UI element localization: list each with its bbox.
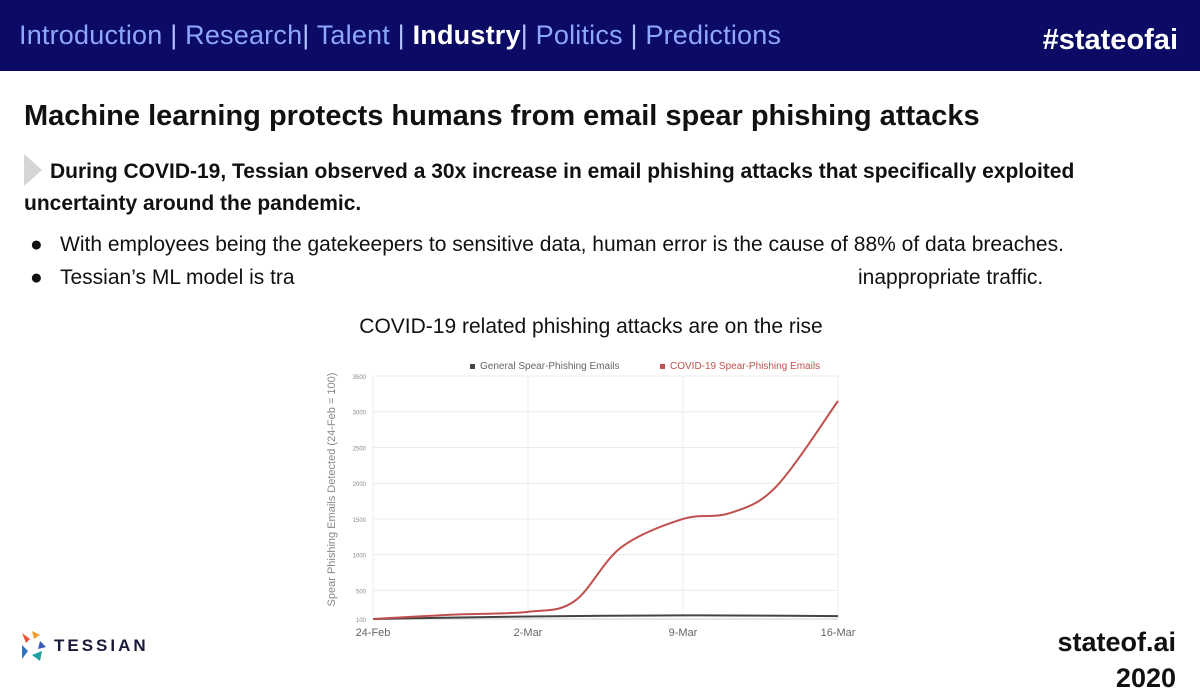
series-line [372,400,839,620]
y-tick-label: 3000 [353,411,367,417]
tessian-logo: TESSIAN [18,628,149,664]
header-bar: Introduction | Research| Talent | Indust… [0,0,1200,71]
nav-separator: | [302,20,310,50]
bullet-dot-icon: ● [30,233,43,256]
legend-entry: General Spear-Phishing Emails [480,361,620,372]
y-tick-label: 1000 [353,554,367,560]
y-tick-label: 2500 [353,446,367,452]
slide-title: Machine learning protects humans from em… [24,100,980,132]
bullet-list: ● With employees being the gatekeepers t… [30,228,1120,294]
footer-line2: 2020 [1115,663,1176,693]
list-item: ● With employees being the gatekeepers t… [30,228,1120,261]
y-tick-label: 500 [356,589,367,595]
hashtag-label: #stateofai [1042,24,1178,56]
nav-item-research[interactable]: Research [185,20,303,50]
chart-panel: COVID-19 related phishing attacks are on… [318,306,868,646]
nav-item-predictions[interactable]: Predictions [645,20,782,50]
footer-line1: stateof.ai [1057,627,1176,657]
nav-separator: | [520,20,528,50]
nav-item-talent[interactable]: Talent [316,20,390,50]
line-chart: 100 500 1000 1500 2000 2500 3000 3500 24-Feb 2-Ma… [326,361,856,639]
legend-swatch [660,364,665,369]
footer-brand: stateof.ai 2020 [976,624,1176,696]
x-tick-label: 9-Mar [669,627,698,639]
list-item: ● Tessian’s ML model is tra inappropriat… [30,261,1120,294]
callout: During COVID-19, Tessian observed a 30x … [24,154,1104,220]
y-tick-label: 3500 [353,375,367,381]
chart-title: COVID-19 related phishing attacks are on… [359,315,823,338]
nav-item-politics[interactable]: Politics [535,20,623,50]
bullet-text: With employees being the gatekeepers to … [60,233,1064,256]
nav-separator: | [630,20,638,50]
nav-separator: | [397,20,405,50]
legend-entry: COVID-19 Spear-Phishing Emails [670,361,820,372]
section-nav: Introduction | Research| Talent | Indust… [19,20,781,51]
y-tick-label: 2000 [353,482,367,488]
series-line [372,614,839,620]
y-axis-label: Spear Phishing Emails Detected (24-Feb =… [326,373,338,607]
y-tick-label: 1500 [353,518,367,524]
nav-separator: | [170,20,178,50]
x-tick-label: 16-Mar [821,627,856,639]
bullet-dot-icon: ● [30,266,43,289]
chevron-right-icon [24,154,42,186]
logo-text: TESSIAN [54,636,149,655]
x-tick-label: 24-Feb [356,627,391,639]
y-tick-label: 100 [356,618,367,624]
nav-item-industry[interactable]: Industry [412,20,521,50]
callout-text: During COVID-19, Tessian observed a 30x … [24,160,1075,215]
tessian-mark-icon [22,631,46,661]
legend-swatch [470,364,475,369]
bullet-text-tail: inappropriate traffic. [858,266,1044,289]
x-tick-label: 2-Mar [514,627,543,639]
nav-item-introduction[interactable]: Introduction [19,20,163,50]
bullet-text: Tessian’s ML model is tra [60,266,295,289]
